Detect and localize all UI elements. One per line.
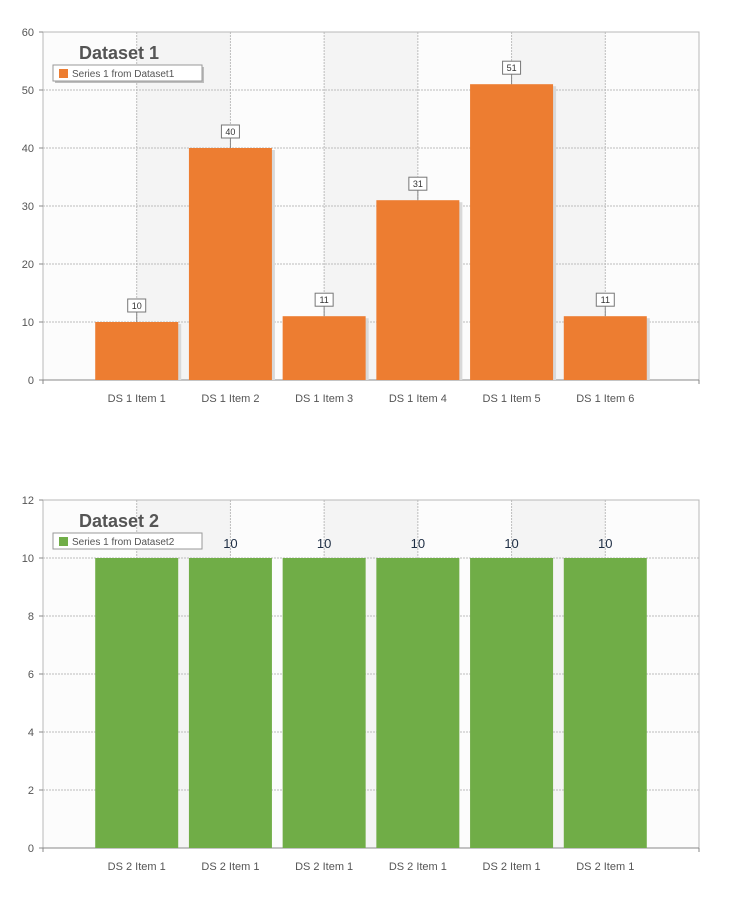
y-tick-label: 40 bbox=[22, 143, 34, 155]
data-label-text: 11 bbox=[601, 295, 610, 305]
legend-box bbox=[52, 64, 203, 82]
legend: Series 1 from Dataset1 bbox=[52, 64, 204, 83]
y-tick-label: 4 bbox=[28, 727, 34, 739]
x-tick-label: DS 1 Item 1 bbox=[108, 393, 166, 405]
data-label-box bbox=[127, 298, 147, 313]
chart-2-svg: 0 2 4 6 8 10 12 DS 2 Item 1 DS 2 Item 1 DS 2 Item… bbox=[22, 495, 700, 873]
legend-box bbox=[52, 532, 203, 550]
bar bbox=[470, 84, 554, 380]
x-tick-label: DS 1 Item 5 bbox=[483, 393, 541, 405]
data-label: 11 bbox=[314, 292, 334, 317]
chart-title: Dataset 2 bbox=[79, 511, 159, 531]
x-tick-label: DS 1 Item 6 bbox=[576, 393, 634, 405]
bar bbox=[282, 558, 366, 848]
data-label: 10 bbox=[223, 536, 237, 551]
data-label-box bbox=[502, 60, 522, 75]
x-tick-label: DS 1 Item 3 bbox=[295, 393, 353, 405]
x-tick-label: DS 2 Item 1 bbox=[483, 861, 541, 873]
legend: Series 1 from Dataset2 bbox=[52, 532, 203, 550]
bar bbox=[188, 148, 272, 380]
bar bbox=[470, 558, 554, 848]
data-label-text: 51 bbox=[507, 63, 517, 73]
y-tick-label: 6 bbox=[28, 669, 34, 681]
data-label: 51 bbox=[502, 60, 522, 85]
y-tick-label: 10 bbox=[22, 553, 34, 565]
y-tick-label: 0 bbox=[28, 843, 34, 855]
data-label-box bbox=[595, 292, 615, 307]
x-tick-label: DS 2 Item 1 bbox=[108, 861, 166, 873]
y-tick-label: 30 bbox=[22, 201, 34, 213]
legend-swatch bbox=[59, 69, 68, 78]
y-tick-label: 60 bbox=[22, 27, 34, 39]
legend-swatch bbox=[59, 537, 68, 546]
y-tick-label: 50 bbox=[22, 85, 34, 97]
bar bbox=[563, 316, 647, 380]
data-label: 10 bbox=[317, 536, 331, 551]
bar bbox=[376, 558, 460, 848]
data-label: 11 bbox=[595, 292, 615, 317]
data-label-text: 31 bbox=[413, 179, 423, 189]
data-label: 10 bbox=[127, 298, 147, 322]
bar bbox=[188, 558, 272, 848]
data-label-text: 40 bbox=[225, 127, 235, 137]
x-tick-label: DS 2 Item 1 bbox=[576, 861, 634, 873]
chart-dataset-1: 0 10 20 30 40 50 60 DS 1 Item 1 DS 1 Item 2 DS 1 … bbox=[0, 0, 730, 420]
chart-dataset-2: 0 2 4 6 8 10 12 DS 2 Item 1 DS 2 Item 1 DS 2 Item… bbox=[0, 468, 730, 905]
chart-title: Dataset 1 bbox=[79, 43, 159, 63]
x-tick-label: DS 1 Item 4 bbox=[389, 393, 447, 405]
data-label: 10 bbox=[598, 536, 612, 551]
data-label-text: 11 bbox=[319, 295, 328, 305]
data-label-box bbox=[408, 176, 428, 191]
data-label: 10 bbox=[504, 536, 518, 551]
x-tick-label: DS 2 Item 1 bbox=[389, 861, 447, 873]
data-label-box bbox=[314, 292, 334, 307]
y-tick-label: 12 bbox=[22, 495, 34, 507]
y-tick-label: 20 bbox=[22, 259, 34, 271]
y-tick-label: 10 bbox=[22, 317, 34, 329]
legend-label: Series 1 from Dataset2 bbox=[72, 537, 175, 548]
data-label-box bbox=[220, 124, 240, 139]
data-label: 10 bbox=[411, 536, 425, 551]
legend-label: Series 1 from Dataset1 bbox=[72, 69, 175, 80]
bar bbox=[376, 200, 460, 380]
bar bbox=[282, 316, 366, 380]
bar bbox=[95, 558, 179, 848]
y-tick-label: 8 bbox=[28, 611, 34, 623]
data-label: 40 bbox=[220, 124, 240, 148]
y-tick-label: 0 bbox=[28, 375, 34, 387]
bar bbox=[563, 558, 647, 848]
data-label: 31 bbox=[408, 176, 428, 201]
x-tick-label: DS 2 Item 1 bbox=[295, 861, 353, 873]
y-tick-label: 2 bbox=[28, 785, 34, 797]
data-label-text: 10 bbox=[132, 301, 142, 311]
x-tick-label: DS 1 Item 2 bbox=[201, 393, 259, 405]
x-tick-label: DS 2 Item 1 bbox=[201, 861, 259, 873]
bar bbox=[95, 322, 179, 380]
chart-1-svg: 0 10 20 30 40 50 60 DS 1 Item 1 DS 1 Item 2 DS 1 … bbox=[22, 27, 700, 405]
